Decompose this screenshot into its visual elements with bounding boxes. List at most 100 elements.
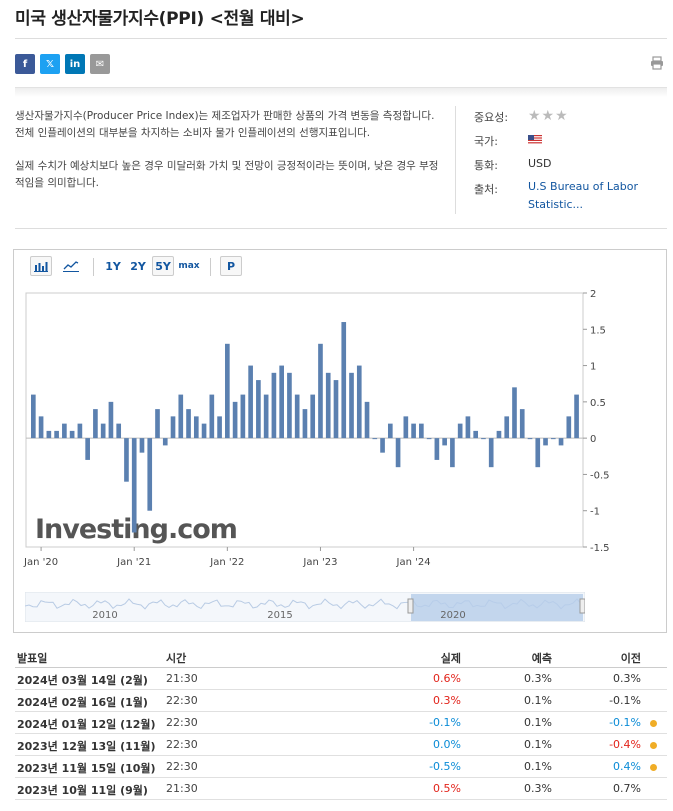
chart-bar — [566, 416, 572, 439]
navigator-right-handle[interactable] — [579, 598, 585, 614]
chart-bar — [287, 372, 292, 439]
table-row: 2023년 12월 13일 (11월) 22:30 0.0% 0.1% -0.4% — [15, 734, 667, 756]
table-row: 2023년 11월 15일 (10월) 22:30 -0.5% 0.1% 0.4% — [15, 756, 667, 778]
chart-bar — [426, 438, 432, 440]
chart-bar — [162, 438, 168, 446]
navigator-left-handle[interactable] — [407, 598, 414, 614]
chart-bar — [473, 430, 479, 439]
chart-bar — [527, 438, 533, 440]
chart-container: 1Y 2Y 5Y max P — [13, 249, 667, 633]
chart-bar — [248, 365, 253, 439]
chart-bar — [519, 409, 525, 439]
actual-value: 0.6% — [433, 672, 461, 685]
previous-value: -0.1% — [609, 694, 641, 707]
chart-bar — [155, 409, 160, 439]
chart-bar — [442, 438, 447, 446]
forecast-value: 0.1% — [524, 716, 552, 729]
divider — [15, 87, 667, 97]
chart-bar — [341, 322, 347, 439]
actual-value: -0.1% — [429, 716, 461, 729]
description: 생산자물가지수(Producer Price Index)는 제조업자가 판매한… — [15, 108, 440, 208]
chart-bar — [131, 438, 137, 533]
chart-bar — [387, 423, 393, 439]
chart-bar — [100, 423, 106, 439]
navigator-year-label: 2015 — [267, 610, 292, 621]
release-date: 2024년 01월 12일 (12월) — [17, 718, 156, 731]
chart-bar — [217, 416, 222, 439]
x-share-button[interactable]: 𝕏 — [40, 54, 60, 74]
chart-bar — [294, 394, 300, 439]
release-date: 2024년 02월 16일 (1월) — [17, 696, 148, 709]
y-tick-label: -0.5 — [590, 470, 610, 481]
release-time: 21:30 — [166, 782, 198, 795]
chart-bar — [349, 372, 354, 439]
bar-chart: 21.510.50-0.5-1-1.5Investing.comJan '20J… — [23, 289, 610, 568]
chart-bar — [481, 438, 486, 440]
chart-bar — [38, 416, 44, 439]
toolbar-separator — [210, 258, 211, 276]
chart-bar — [512, 387, 517, 439]
release-date: 2024년 03월 14일 (2월) — [17, 674, 148, 687]
y-tick-label: 0 — [590, 434, 596, 445]
chart-bar — [333, 380, 339, 439]
previous-value: 0.3% — [613, 672, 641, 685]
y-tick-label: 1 — [590, 362, 596, 373]
chart-bar — [209, 394, 215, 439]
chart-navigator[interactable]: 2010 2015 2020 — [25, 592, 585, 622]
release-date: 2023년 11월 15일 (10월) — [17, 762, 156, 775]
chart-bar — [62, 423, 67, 439]
navigator-selection[interactable] — [411, 594, 583, 621]
line-chart-icon[interactable] — [60, 256, 82, 276]
release-date: 2023년 12월 13일 (11월) — [17, 740, 156, 753]
chart-bar — [364, 401, 370, 439]
chart-bar — [31, 394, 36, 439]
release-time: 22:30 — [166, 738, 198, 751]
range-1y-button[interactable]: 1Y — [105, 259, 121, 273]
previous-value: 0.4% — [613, 760, 641, 773]
previous-value: -0.1% — [609, 716, 641, 729]
importance-label: 중요성: — [474, 111, 509, 124]
y-tick-label: 1.5 — [590, 325, 606, 336]
source-link[interactable]: U.S Bureau of Labor Statistic... — [528, 180, 639, 211]
y-tick-label: 0.5 — [590, 398, 606, 409]
chart-bar — [232, 401, 238, 439]
chart-bar — [302, 409, 308, 439]
y-tick-label: -1 — [590, 507, 600, 518]
y-tick-label: -1.5 — [590, 543, 610, 554]
x-tick-label: Jan '22 — [209, 557, 244, 568]
description-text: 실제 수치가 예상치보다 높은 경우 미달러화 가치 및 전망이 긍정적이라는 … — [15, 160, 439, 189]
print-icon[interactable] — [650, 56, 664, 70]
header-date: 발표일 — [17, 652, 48, 665]
x-tick-label: Jan '24 — [396, 557, 431, 568]
chart-bar — [419, 423, 424, 439]
previous-value: -0.4% — [609, 738, 641, 751]
chart-bar — [496, 430, 502, 439]
range-max-button[interactable]: max — [178, 261, 200, 271]
chart-bar — [116, 423, 122, 439]
release-time: 22:30 — [166, 760, 198, 773]
facebook-share-button[interactable]: f — [15, 54, 35, 74]
chart-bar — [271, 372, 277, 439]
p-button[interactable]: P — [220, 256, 242, 276]
chart-bar — [574, 394, 579, 439]
chart-bar — [550, 438, 556, 440]
y-tick-label: 2 — [590, 289, 596, 300]
range-5y-button[interactable]: 5Y — [152, 256, 174, 276]
table-row: 2024년 02월 16일 (1월) 22:30 0.3% 0.1% -0.1% — [15, 690, 667, 712]
forecast-value: 0.1% — [524, 760, 552, 773]
actual-value: 0.0% — [433, 738, 461, 751]
chart-bar — [240, 394, 246, 439]
divider — [455, 106, 456, 214]
range-2y-button[interactable]: 2Y — [130, 259, 146, 273]
plot-frame — [25, 292, 584, 548]
divider — [15, 38, 667, 39]
email-share-button[interactable]: ✉ — [90, 54, 110, 74]
bar-chart-icon[interactable] — [30, 256, 52, 276]
chart-bar — [263, 394, 269, 439]
chart-bar — [543, 438, 548, 446]
linkedin-share-button[interactable]: in — [65, 54, 85, 74]
chart-bar — [147, 438, 153, 511]
chart-bar — [411, 423, 416, 439]
country-label: 국가: — [474, 135, 498, 148]
chart-bar — [395, 438, 401, 468]
